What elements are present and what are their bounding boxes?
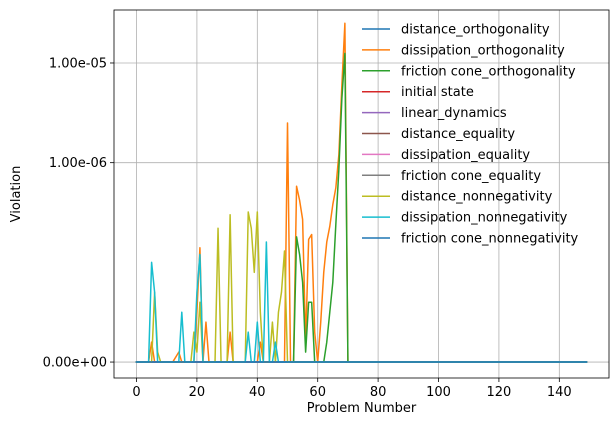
- legend-label-distance-orthogonality: distance_orthogonality: [401, 23, 550, 38]
- plot-series: [135, 22, 588, 363]
- legend-label-dissipation-nonnegativity: dissipation_nonnegativity: [401, 211, 568, 226]
- axes-frame: [113, 9, 610, 379]
- x-tick-label: 140: [547, 385, 572, 400]
- x-tick-label: 0: [132, 385, 140, 400]
- legend-label-distance-equality: distance_equality: [401, 127, 515, 142]
- axis-ticks: 0 20 40 60 80 100 120 140 0.00e+00 1.00e-06 1.00e-…: [43, 56, 572, 400]
- legend-label-distance-nonnegativity: distance_nonnegativity: [401, 190, 553, 205]
- legend-label-linear-dynamics: linear_dynamics: [401, 106, 507, 121]
- legend-label-friction-cone-orthogonality: friction cone_orthogonality: [401, 64, 576, 79]
- y-tick-label: 0.00e+00: [43, 356, 107, 371]
- legend-label-friction-cone-nonnegativity: friction cone_nonnegativity: [401, 232, 579, 247]
- legend: distance_orthogonality dissipation_orthog…: [362, 23, 579, 247]
- x-tick-label: 40: [249, 385, 266, 400]
- x-tick-label: 60: [309, 385, 326, 400]
- legend-label-friction-cone-equality: friction cone_equality: [401, 169, 541, 184]
- legend-label-initial-state: initial state: [401, 85, 474, 100]
- y-tick-label: 1.00e-06: [49, 156, 107, 171]
- x-tick-label: 80: [370, 385, 387, 400]
- x-axis-label: Problem Number: [307, 401, 417, 416]
- legend-label-dissipation-orthogonality: dissipation_orthogonality: [401, 43, 565, 58]
- x-tick-label: 120: [487, 385, 512, 400]
- y-axis-label: Violation: [9, 166, 24, 223]
- x-tick-label: 20: [189, 385, 206, 400]
- y-tick-label: 1.00e-05: [49, 56, 107, 71]
- legend-label-dissipation-equality: dissipation_equality: [401, 148, 530, 163]
- x-tick-label: 100: [426, 385, 451, 400]
